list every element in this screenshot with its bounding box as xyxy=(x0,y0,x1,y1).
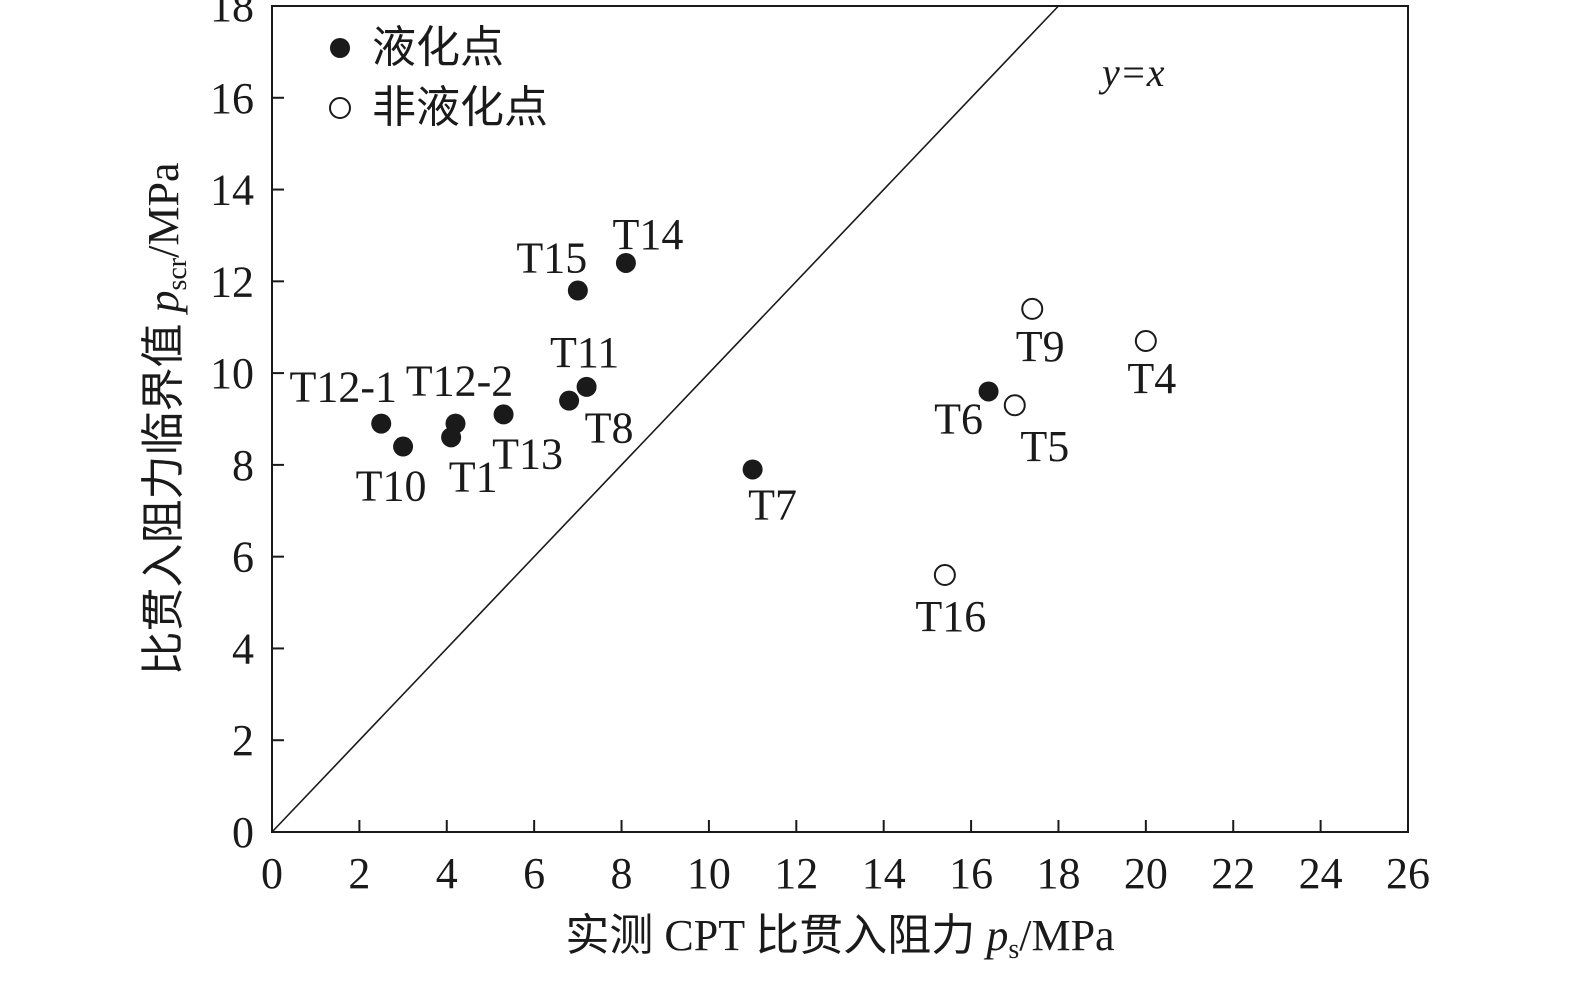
point-label-t16: T16 xyxy=(915,592,986,641)
point-t7 xyxy=(742,459,763,480)
point-label-t8: T8 xyxy=(585,404,634,453)
y-tick-label: 2 xyxy=(232,716,254,765)
x-tick-label: 2 xyxy=(348,849,370,898)
y-axis-title-sub: scr xyxy=(162,257,193,290)
point-label-t12-2: T12-2 xyxy=(406,357,514,406)
point-label-t6: T6 xyxy=(934,394,983,443)
y-tick-label: 18 xyxy=(210,0,254,31)
point-label-t5: T5 xyxy=(1020,422,1069,471)
reference-line-y-equals-x xyxy=(271,5,1060,833)
legend-label-non-liquefied: 非液化点 xyxy=(372,83,548,132)
point-t15 xyxy=(567,280,588,301)
data-points: T12-1 T10 T1 T12-2 T13 T8 T15 T11 T14 T7 T6 T16 T5 T9… xyxy=(289,210,1176,641)
point-t10 xyxy=(393,436,414,457)
x-tick-label: 22 xyxy=(1211,849,1255,898)
y-tick-label: 10 xyxy=(210,349,254,398)
point-t8 xyxy=(559,390,580,411)
legend-label-liquefied: 液化点 xyxy=(372,23,504,72)
point-t14 xyxy=(615,252,636,273)
x-tick-label: 4 xyxy=(436,849,458,898)
point-label-t9: T9 xyxy=(1016,322,1065,371)
point-label-t4: T4 xyxy=(1127,354,1176,403)
y-tick-label: 14 xyxy=(210,166,254,215)
x-tick-label: 8 xyxy=(611,849,633,898)
legend-marker-open-icon xyxy=(329,97,351,119)
point-t4 xyxy=(1134,329,1157,352)
y-axis-title-var: p xyxy=(139,291,188,316)
x-tick-label: 14 xyxy=(862,849,906,898)
x-tick-label: 6 xyxy=(523,849,545,898)
x-tick-label: 18 xyxy=(1036,849,1080,898)
y-axis-title-unit: /MPa xyxy=(139,162,188,257)
point-t9 xyxy=(1021,297,1044,320)
point-label-t15: T15 xyxy=(516,234,587,283)
point-label-t12-1: T12-1 xyxy=(289,363,397,412)
x-axis-title-prefix: 实测 CPT 比贯入阻力 xyxy=(565,911,986,960)
point-t16 xyxy=(933,564,956,587)
x-axis-title-sub: s xyxy=(1008,934,1019,965)
legend-marker-filled-icon xyxy=(330,38,350,58)
point-label-t11: T11 xyxy=(550,328,619,377)
point-t12-2 xyxy=(445,413,466,434)
point-label-t10: T10 xyxy=(356,462,427,511)
y-tick-label: 16 xyxy=(210,74,254,123)
y-axis-title: 比贯入阻力临界值 pscr/MPa xyxy=(139,162,193,675)
x-tick-label: 0 xyxy=(261,849,283,898)
reference-line-label: y=x xyxy=(1098,50,1165,95)
x-axis-title: 实测 CPT 比贯入阻力 ps/MPa xyxy=(565,911,1114,965)
point-label-t13: T13 xyxy=(492,429,563,478)
x-tick-label: 16 xyxy=(949,849,993,898)
x-axis-title-var: p xyxy=(983,911,1008,960)
x-tick-label: 24 xyxy=(1299,849,1343,898)
x-tick-label: 26 xyxy=(1386,849,1430,898)
plot-frame xyxy=(271,5,1409,833)
point-t12-1 xyxy=(371,413,392,434)
x-axis-title-unit: /MPa xyxy=(1019,911,1114,960)
y-tick-label: 4 xyxy=(232,624,254,673)
point-label-t1: T1 xyxy=(449,452,498,501)
point-t11 xyxy=(576,376,597,397)
x-tick-label: 20 xyxy=(1124,849,1168,898)
point-t6 xyxy=(978,381,999,402)
y-tick-label: 8 xyxy=(232,441,254,490)
x-tick-label: 12 xyxy=(774,849,818,898)
legend: 液化点 非液化点 xyxy=(329,23,548,132)
y-tick-label: 0 xyxy=(232,808,254,857)
x-tick-label: 10 xyxy=(687,849,731,898)
y-axis-title-prefix: 比贯入阻力临界值 xyxy=(139,313,188,676)
point-t5 xyxy=(1003,394,1026,417)
point-label-t7: T7 xyxy=(748,480,797,529)
point-label-t14: T14 xyxy=(612,210,683,259)
y-tick-label: 12 xyxy=(210,257,254,306)
point-t13 xyxy=(493,404,514,425)
y-tick-label: 6 xyxy=(232,533,254,582)
